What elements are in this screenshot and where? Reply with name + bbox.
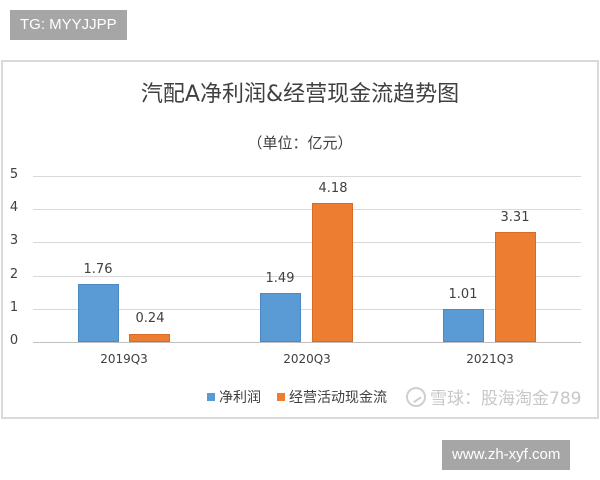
category-2019q3: 2019Q3 bbox=[100, 352, 148, 366]
label-cash-flow-2020q3: 4.18 bbox=[318, 181, 348, 196]
bar-cash-flow-2019q3 bbox=[129, 334, 170, 342]
y-tick-4: 4 bbox=[9, 200, 19, 215]
label-cash-flow-2019q3: 0.24 bbox=[135, 311, 165, 326]
y-tick-0: 0 bbox=[9, 333, 19, 348]
gridline-3 bbox=[33, 242, 581, 243]
label-net-profit-2020q3: 1.49 bbox=[265, 271, 295, 286]
watermark-text: 雪球：股海淘金789 bbox=[430, 389, 582, 409]
bar-net-profit-2021q3 bbox=[443, 309, 484, 342]
legend-item-cash-flow: 经营活动现金流 bbox=[277, 387, 387, 407]
chart-legend: 净利润 经营活动现金流 bbox=[207, 387, 403, 407]
snowball-watermark: 雪球：股海淘金789 bbox=[406, 384, 581, 409]
legend-swatch-blue-icon bbox=[207, 393, 215, 401]
legend-swatch-orange-icon bbox=[277, 393, 285, 401]
y-tick-3: 3 bbox=[9, 233, 19, 248]
chart-subtitle: （单位：亿元） bbox=[247, 134, 353, 152]
bar-net-profit-2020q3 bbox=[260, 293, 301, 342]
y-tick-2: 2 bbox=[9, 267, 19, 282]
label-net-profit-2019q3: 1.76 bbox=[83, 262, 113, 277]
snowball-icon bbox=[406, 386, 426, 407]
legend-label-cash-flow: 经营活动现金流 bbox=[289, 390, 387, 406]
gridline-5 bbox=[33, 176, 581, 177]
legend-item-net-profit: 净利润 bbox=[207, 387, 261, 407]
gridline-1 bbox=[33, 309, 581, 310]
category-2021q3: 2021Q3 bbox=[466, 352, 514, 366]
chart-title: 汽配A净利润&经营现金流趋势图 bbox=[140, 82, 460, 107]
top-tag-label: TG: MYYJJPP bbox=[10, 10, 127, 40]
y-tick-5: 5 bbox=[9, 167, 19, 182]
bar-net-profit-2019q3 bbox=[78, 284, 119, 342]
bar-cash-flow-2020q3 bbox=[312, 203, 353, 342]
y-tick-1: 1 bbox=[9, 300, 19, 315]
gridline-4 bbox=[33, 209, 581, 210]
category-2020q3: 2020Q3 bbox=[283, 352, 331, 366]
bar-cash-flow-2021q3 bbox=[495, 232, 536, 342]
x-axis-line bbox=[33, 342, 581, 343]
legend-label-net-profit: 净利润 bbox=[219, 390, 261, 406]
label-cash-flow-2021q3: 3.31 bbox=[500, 210, 530, 225]
label-net-profit-2021q3: 1.01 bbox=[448, 287, 478, 302]
bottom-tag-label: www.zh-xyf.com bbox=[442, 440, 571, 470]
gridline-2 bbox=[33, 276, 581, 277]
